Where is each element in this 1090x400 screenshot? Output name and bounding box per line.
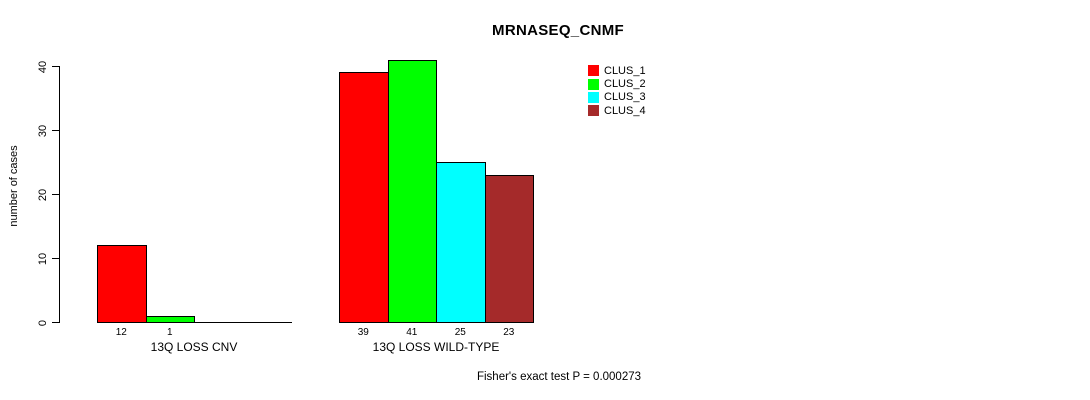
legend-swatch-clus_3: [588, 91, 599, 103]
bar-value-label: 1: [166, 327, 173, 338]
legend-label: CLUS_1: [604, 64, 646, 77]
bar-value-label: 23: [503, 327, 515, 338]
legend-item: CLUS_3: [588, 91, 646, 104]
y-tick-label: 10: [37, 252, 49, 265]
y-tick-label: 0: [37, 319, 49, 326]
y-tick: [52, 322, 59, 323]
bar-value-label: 25: [454, 327, 466, 338]
y-axis-line: [59, 66, 60, 323]
y-tick-label: 40: [37, 60, 49, 73]
bar-clus_1-2: [339, 72, 389, 323]
legend-item: CLUS_1: [588, 64, 646, 77]
chart-title: MRNASEQ_CNMF: [492, 22, 624, 39]
bar-value-label: 39: [357, 327, 369, 338]
legend-swatch-clus_4: [588, 105, 599, 117]
legend-item: CLUS_2: [588, 77, 646, 90]
y-tick: [52, 130, 59, 131]
bar-clus_4-2: [484, 174, 534, 323]
y-tick: [52, 66, 59, 67]
bar-clus_3-1: [194, 322, 244, 323]
bar-value-label: 12: [115, 327, 127, 338]
y-tick-label: 30: [37, 124, 49, 137]
annotation-text: Fisher's exact test P = 0.000273: [476, 371, 642, 383]
legend-item: CLUS_4: [588, 104, 646, 117]
y-tick: [52, 258, 59, 259]
y-tick: [52, 194, 59, 195]
x-category-label: 13Q LOSS WILD-TYPE: [372, 340, 500, 354]
legend-swatch-clus_2: [588, 78, 599, 90]
bar-clus_2-2: [387, 59, 437, 323]
legend-swatch-clus_1: [588, 65, 599, 77]
legend-label: CLUS_4: [604, 104, 646, 117]
bar-clus_4-1: [242, 322, 292, 323]
bar-clus_3-2: [436, 162, 486, 323]
bar-clus_2-1: [145, 315, 195, 323]
legend-label: CLUS_2: [604, 78, 646, 91]
legend-label: CLUS_3: [604, 91, 646, 104]
legend: CLUS_1 CLUS_2 CLUS_3 CLUS_4: [588, 64, 646, 118]
x-category-label: 13Q LOSS CNV: [150, 340, 238, 354]
bar-value-label: 41: [406, 327, 418, 338]
bar-clus_1-1: [97, 245, 147, 323]
y-tick-label: 20: [37, 188, 49, 201]
